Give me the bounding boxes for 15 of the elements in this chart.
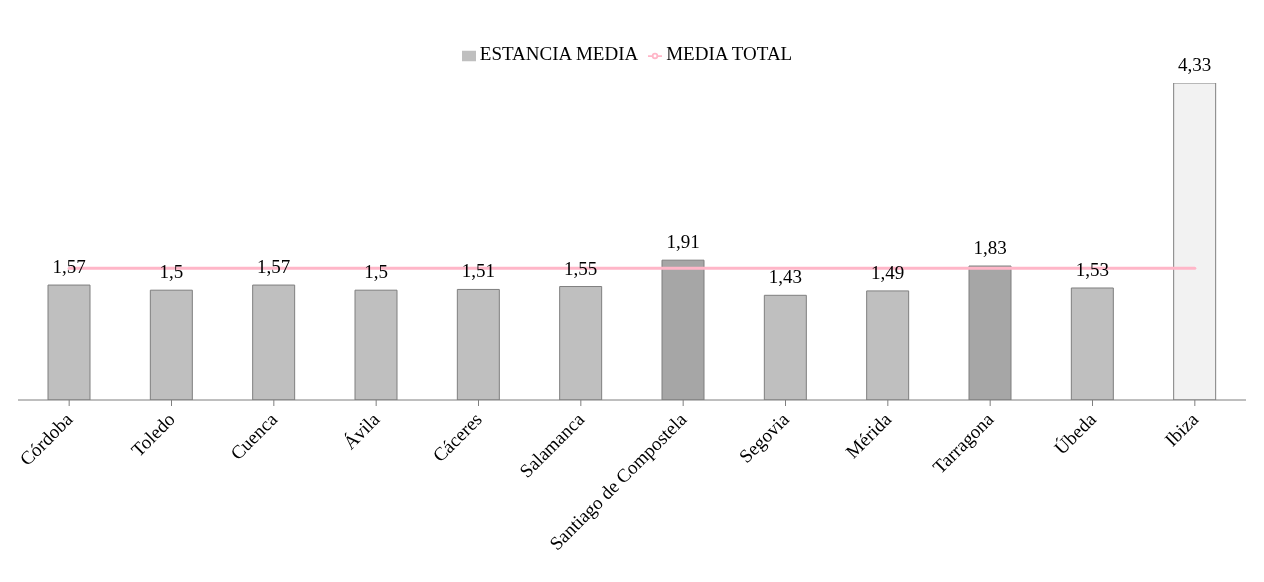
data-label: 1,49	[871, 261, 905, 283]
data-label: 1,91	[666, 231, 700, 253]
data-label: 1,43	[768, 266, 802, 288]
data-label: 4,33	[1178, 54, 1212, 75]
data-label: 1,5	[159, 261, 184, 283]
legend-label: ESTANCIA MEDIA	[479, 43, 639, 64]
data-label: 1,57	[52, 256, 86, 278]
data-label: 1,55	[564, 257, 598, 279]
legend-label: MEDIA TOTAL	[666, 43, 793, 64]
x-tick-label: Ibiza	[1160, 408, 1203, 451]
data-label: 1,57	[257, 256, 291, 278]
data-label: 1,5	[364, 261, 388, 283]
data-label: 1,83	[973, 237, 1007, 259]
data-label: 1,51	[461, 260, 495, 282]
data-label: 1,53	[1075, 258, 1109, 280]
